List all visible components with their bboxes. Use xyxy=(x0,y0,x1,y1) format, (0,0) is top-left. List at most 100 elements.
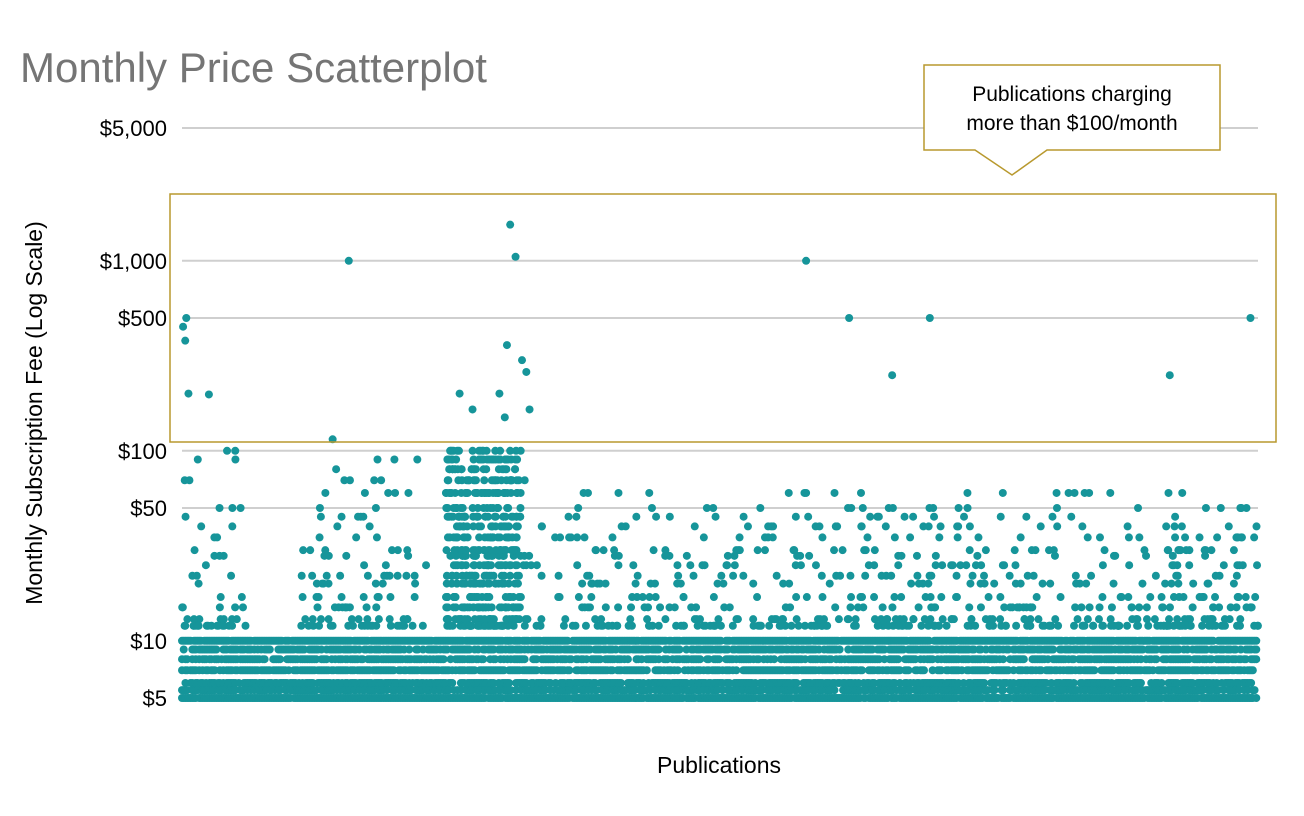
data-point xyxy=(723,561,732,570)
data-point xyxy=(1083,533,1092,542)
data-point xyxy=(413,455,422,464)
data-point xyxy=(450,593,459,602)
data-point xyxy=(484,512,493,521)
data-point xyxy=(601,579,610,588)
data-point xyxy=(948,561,957,570)
data-point xyxy=(410,571,419,580)
data-point xyxy=(1172,571,1181,580)
data-point xyxy=(1000,561,1009,570)
data-point xyxy=(491,455,500,464)
data-point xyxy=(579,488,588,497)
data-point xyxy=(1053,522,1062,531)
data-point xyxy=(1144,621,1153,630)
data-point xyxy=(480,571,489,580)
data-point xyxy=(223,446,232,455)
data-point xyxy=(629,561,638,570)
data-point xyxy=(1095,533,1104,542)
data-point xyxy=(617,522,626,531)
data-point xyxy=(686,561,695,570)
data-point xyxy=(509,546,518,555)
data-point xyxy=(1036,522,1045,531)
data-point xyxy=(511,455,520,464)
data-point xyxy=(1142,603,1151,612)
data-point xyxy=(767,522,776,531)
data-point xyxy=(836,571,845,580)
data-point xyxy=(1226,603,1235,612)
data-point xyxy=(573,561,582,570)
data-point xyxy=(188,571,197,580)
data-point xyxy=(830,488,839,497)
data-point-above-100 xyxy=(925,314,934,322)
data-point xyxy=(1098,561,1107,570)
data-point xyxy=(905,621,914,630)
data-point xyxy=(654,621,663,630)
data-point xyxy=(811,522,820,531)
data-point xyxy=(1233,621,1242,630)
data-point xyxy=(448,678,457,687)
data-point xyxy=(624,621,633,630)
data-point xyxy=(711,512,720,521)
data-point xyxy=(633,571,642,580)
data-point xyxy=(1089,621,1098,630)
data-point xyxy=(403,615,412,624)
data-point xyxy=(465,476,474,485)
data-point xyxy=(513,488,522,497)
data-point xyxy=(337,512,346,521)
data-point xyxy=(508,512,517,521)
data-point xyxy=(488,522,497,531)
data-point xyxy=(597,615,606,624)
y-tick-label: $5,000 xyxy=(100,116,167,141)
data-point xyxy=(675,645,684,654)
data-point xyxy=(554,593,563,602)
data-point xyxy=(1219,561,1228,570)
data-point-above-100 xyxy=(468,405,477,414)
data-point xyxy=(512,476,521,485)
data-point xyxy=(857,522,866,531)
data-point xyxy=(696,655,705,664)
data-point xyxy=(1233,593,1242,602)
data-point xyxy=(447,571,456,580)
data-point xyxy=(760,546,769,555)
data-point xyxy=(614,561,623,570)
data-point xyxy=(1161,579,1170,588)
data-point xyxy=(966,579,975,588)
data-point xyxy=(445,533,454,542)
data-point xyxy=(804,512,813,521)
data-point xyxy=(496,561,505,570)
gridlines xyxy=(182,127,1258,699)
data-point xyxy=(1072,579,1081,588)
data-point xyxy=(1113,621,1122,630)
data-point xyxy=(1251,593,1260,602)
data-point xyxy=(494,465,503,474)
data-point xyxy=(1067,512,1076,521)
data-point xyxy=(1224,522,1233,531)
data-point xyxy=(971,561,980,570)
data-point xyxy=(456,504,465,512)
data-point xyxy=(887,571,896,580)
data-point xyxy=(1125,561,1134,570)
data-point xyxy=(299,546,308,555)
data-point xyxy=(816,615,825,624)
data-point xyxy=(811,561,820,570)
data-point xyxy=(770,655,779,664)
data-point xyxy=(418,621,427,630)
data-point xyxy=(894,655,903,664)
data-point xyxy=(344,621,353,630)
data-point xyxy=(834,615,843,624)
data-point xyxy=(931,551,940,560)
data-point xyxy=(1016,579,1025,588)
data-point xyxy=(1162,621,1171,630)
y-tick-label: $5 xyxy=(143,686,167,711)
data-point xyxy=(1252,522,1261,531)
data-point xyxy=(888,603,897,612)
data-point xyxy=(1005,571,1014,580)
data-point xyxy=(810,621,819,630)
data-point xyxy=(483,504,492,512)
data-point xyxy=(463,522,472,531)
data-point xyxy=(506,561,515,570)
data-point xyxy=(503,455,512,464)
data-point-above-100 xyxy=(511,252,520,261)
data-point xyxy=(216,593,225,602)
data-point xyxy=(393,571,402,580)
data-point xyxy=(765,621,774,630)
